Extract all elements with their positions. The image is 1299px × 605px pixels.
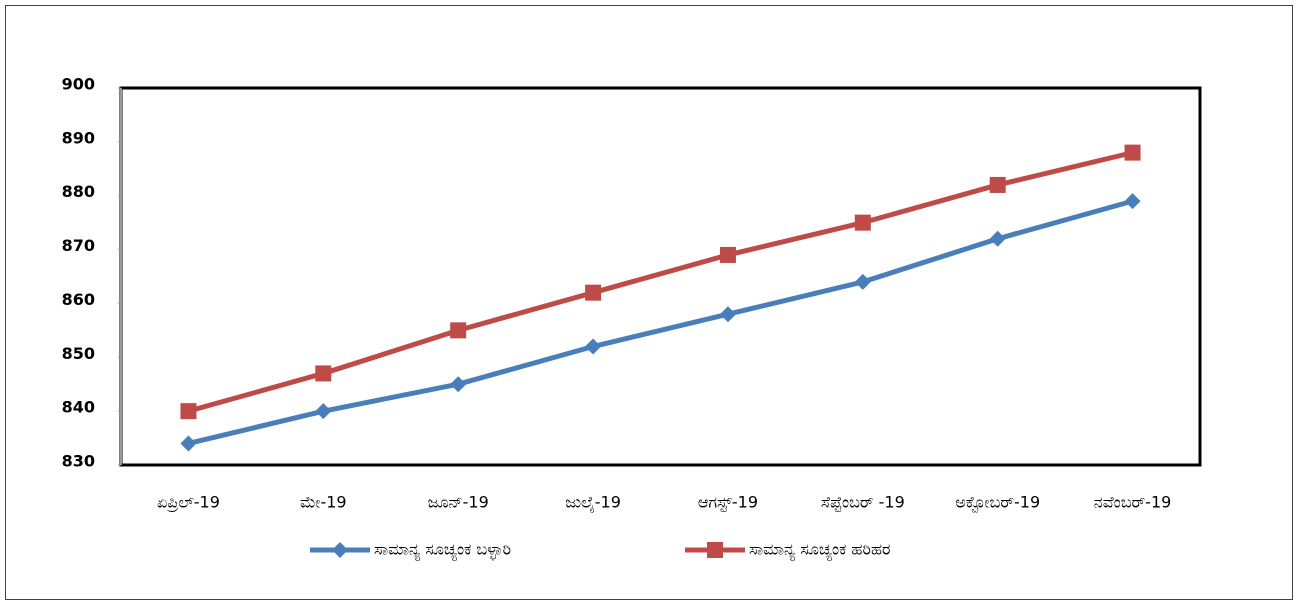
x-tick-label: ಮೇ-19: [300, 493, 347, 512]
point-marker: [1124, 193, 1141, 210]
point-marker: [315, 403, 332, 420]
y-tick-label: 870: [62, 236, 95, 255]
point-marker: [989, 176, 1006, 193]
y-tick-label: 850: [62, 344, 95, 363]
y-tick-label: 890: [62, 128, 95, 147]
x-tick-label: ಆಗಸ್ಟ್-19: [698, 493, 758, 513]
x-tick-label: ಜೂನ್-19: [428, 493, 489, 512]
y-tick-label: 840: [62, 398, 95, 417]
x-tick-label: ಅಕ್ಟೋಬರ್-19: [955, 493, 1040, 514]
x-tick-label: ಜುಲೈ-19: [565, 493, 621, 513]
point-marker: [315, 365, 332, 382]
chart-border: [5, 5, 1293, 600]
point-marker: [180, 435, 197, 452]
point-marker: [719, 246, 736, 263]
point-marker: [989, 230, 1006, 247]
series-line: [187, 198, 1134, 446]
y-tick-label: 880: [62, 182, 95, 201]
point-marker: [585, 338, 602, 355]
x-tick-label: ಏಪ್ರಿಲ್-19: [157, 493, 220, 513]
point-marker: [1124, 144, 1141, 161]
x-tick-label: ಸೆಪ್ಟೆಂಬರ್ -19: [821, 493, 905, 513]
legend-label: ಸಾಮಾನ್ಯ ಸೂಚ್ಯಂಕ ಬಳ್ಳಾರಿ: [374, 540, 511, 561]
legend-marker: [707, 542, 723, 558]
legend-label: ಸಾಮಾನ್ಯ ಸೂಚ್ಯಂಕ ಹರಿಹರ: [749, 540, 891, 561]
y-tick-label: 830: [62, 452, 95, 471]
point-marker: [180, 403, 197, 420]
legend-marker: [332, 542, 348, 558]
point-marker: [854, 214, 871, 231]
series-line: [187, 150, 1134, 414]
y-tick-label: 900: [62, 75, 95, 94]
point-marker: [854, 273, 871, 290]
y-tick-label: 860: [62, 290, 95, 309]
point-marker: [719, 306, 736, 323]
point-marker: [450, 322, 467, 339]
point-marker: [585, 284, 602, 301]
x-tick-label: ನವೆಂಬರ್-19: [1094, 493, 1172, 512]
point-marker: [450, 376, 467, 393]
